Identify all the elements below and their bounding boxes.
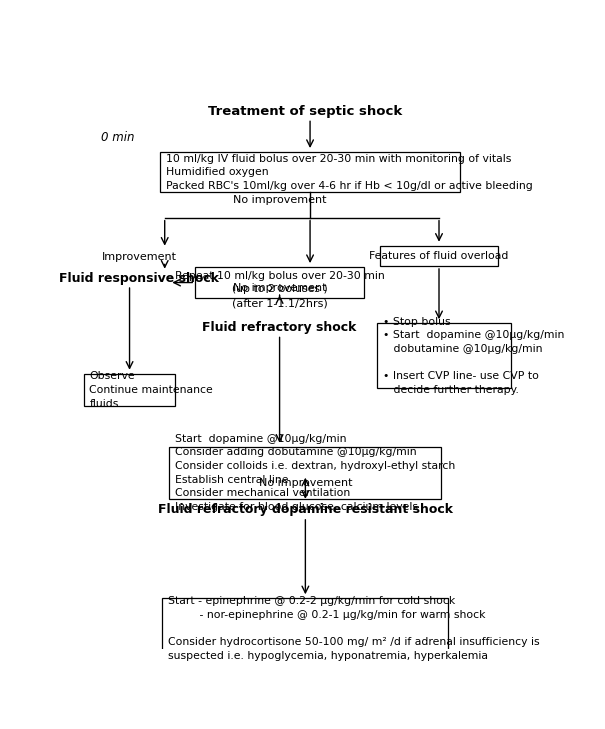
Text: 10 ml/kg IV fluid bolus over 20-30 min with monitoring of vitals
Humidified oxyg: 10 ml/kg IV fluid bolus over 20-30 min w… bbox=[166, 154, 532, 191]
FancyBboxPatch shape bbox=[381, 246, 497, 266]
Text: Improvement: Improvement bbox=[102, 252, 177, 262]
Text: (after 1-1.1/2hrs): (after 1-1.1/2hrs) bbox=[232, 298, 327, 308]
Text: 0 min: 0 min bbox=[102, 131, 135, 144]
Text: Start  dopamine @10μg/kg/min
Consider adding dobutamine @10μg/kg/min
Consider co: Start dopamine @10μg/kg/min Consider add… bbox=[175, 434, 456, 512]
FancyBboxPatch shape bbox=[195, 267, 364, 298]
Text: Fluid refractory dopamine resistant shock: Fluid refractory dopamine resistant shoc… bbox=[158, 503, 453, 516]
Text: No improvement: No improvement bbox=[233, 195, 326, 205]
Text: Observe
Continue maintenance
fluids: Observe Continue maintenance fluids bbox=[90, 372, 213, 409]
Text: Treatment of septic shock: Treatment of septic shock bbox=[208, 104, 402, 117]
Text: No improvement: No improvement bbox=[233, 284, 326, 294]
Text: Features of fluid overload: Features of fluid overload bbox=[369, 251, 509, 261]
Text: Start - epinephrine @ 0.2-2 μg/kg/min for cold shock
         - nor-epinephrine : Start - epinephrine @ 0.2-2 μg/kg/min fo… bbox=[168, 596, 540, 660]
Text: • Stop bolus
• Start  dopamine @10μg/kg/min
   dobutamine @10μg/kg/min

• Insert: • Stop bolus • Start dopamine @10μg/kg/m… bbox=[382, 316, 564, 394]
Text: Fluid refractory shock: Fluid refractory shock bbox=[203, 321, 357, 334]
FancyBboxPatch shape bbox=[160, 152, 460, 192]
FancyBboxPatch shape bbox=[377, 323, 511, 388]
FancyBboxPatch shape bbox=[84, 374, 175, 406]
FancyBboxPatch shape bbox=[162, 599, 448, 659]
FancyBboxPatch shape bbox=[169, 447, 442, 499]
Text: No improvement: No improvement bbox=[258, 478, 352, 488]
Text: Fluid responsive shock: Fluid responsive shock bbox=[59, 272, 219, 285]
Text: Repeat 10 ml/kg bolus over 20-30 min
(up to 2 boluses ): Repeat 10 ml/kg bolus over 20-30 min (up… bbox=[175, 270, 384, 295]
